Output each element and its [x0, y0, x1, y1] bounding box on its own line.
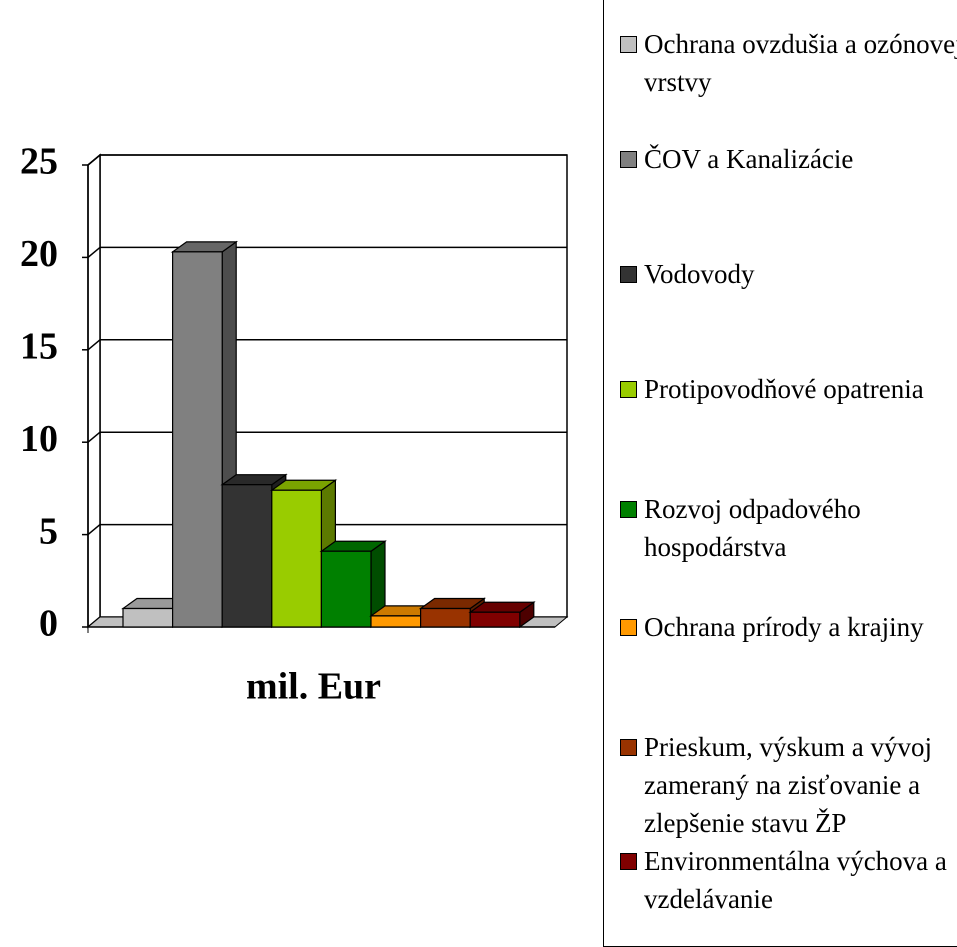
legend-item: ČOV a Kanalizácie: [618, 140, 957, 178]
legend-label: Rozvoj odpadového hospodárstva: [644, 494, 861, 562]
legend-label: Vodovody: [644, 259, 755, 289]
legend-item: Rozvoj odpadového hospodárstva: [618, 490, 957, 566]
legend-item: Ochrana ovzdušia a ozónovej vrstvy: [618, 25, 957, 101]
legend-swatch: [620, 619, 637, 636]
legend: Ochrana ovzdušia a ozónovej vrstvy ČOV a …: [603, 0, 957, 947]
legend-swatch: [620, 151, 637, 168]
legend-swatch: [620, 266, 637, 283]
legend-label: Environmentálna výchova a vzdelávanie: [644, 846, 947, 914]
y-tick-label: 20: [20, 233, 58, 275]
legend-item: Environmentálna výchova a vzdelávanie: [618, 842, 957, 918]
grid-line-side: [87, 246, 101, 258]
legend-swatch: [620, 501, 637, 518]
y-tick-label: 25: [20, 141, 58, 183]
legend-item: Protipovodňové opatrenia: [618, 370, 957, 408]
bar: [320, 550, 372, 628]
legend-label: Ochrana ovzdušia a ozónovej vrstvy: [644, 29, 957, 97]
bar: [221, 484, 273, 628]
legend-label: Protipovodňové opatrenia: [644, 374, 924, 404]
legend-item: Ochrana prírody a krajiny: [618, 608, 957, 646]
bar: [172, 251, 223, 628]
chart: 0 5 10 15 20 25 mil. Eur: [20, 141, 569, 708]
legend-label: Ochrana prírody a krajiny: [644, 612, 924, 642]
legend-label: ČOV a Kanalizácie: [644, 144, 854, 174]
legend-item: Prieskum, výskum a vývoj zameraný na zis…: [618, 728, 957, 842]
grid-line-side: [87, 524, 101, 536]
y-tick-label: 5: [39, 510, 58, 552]
legend-label: Prieskum, výskum a vývoj zameraný na zis…: [644, 732, 932, 838]
bar: [420, 607, 471, 628]
y-tick-label: 0: [39, 603, 58, 645]
bar: [370, 615, 422, 628]
legend-swatch: [620, 36, 637, 53]
grid-line-side: [87, 154, 101, 166]
bar: [271, 489, 322, 628]
grid-line-side: [87, 431, 101, 443]
legend-swatch: [620, 853, 637, 870]
legend-swatch: [620, 381, 637, 398]
legend-item: Vodovody: [618, 255, 957, 293]
bar: [469, 611, 521, 628]
side-wall: [87, 153, 101, 629]
bar: [122, 607, 174, 628]
x-tick-label: mil. Eur: [246, 666, 381, 708]
y-tick-label: 10: [20, 418, 58, 460]
y-tick-label: 15: [20, 326, 58, 368]
grid-line-side: [87, 339, 101, 351]
legend-swatch: [620, 739, 637, 756]
